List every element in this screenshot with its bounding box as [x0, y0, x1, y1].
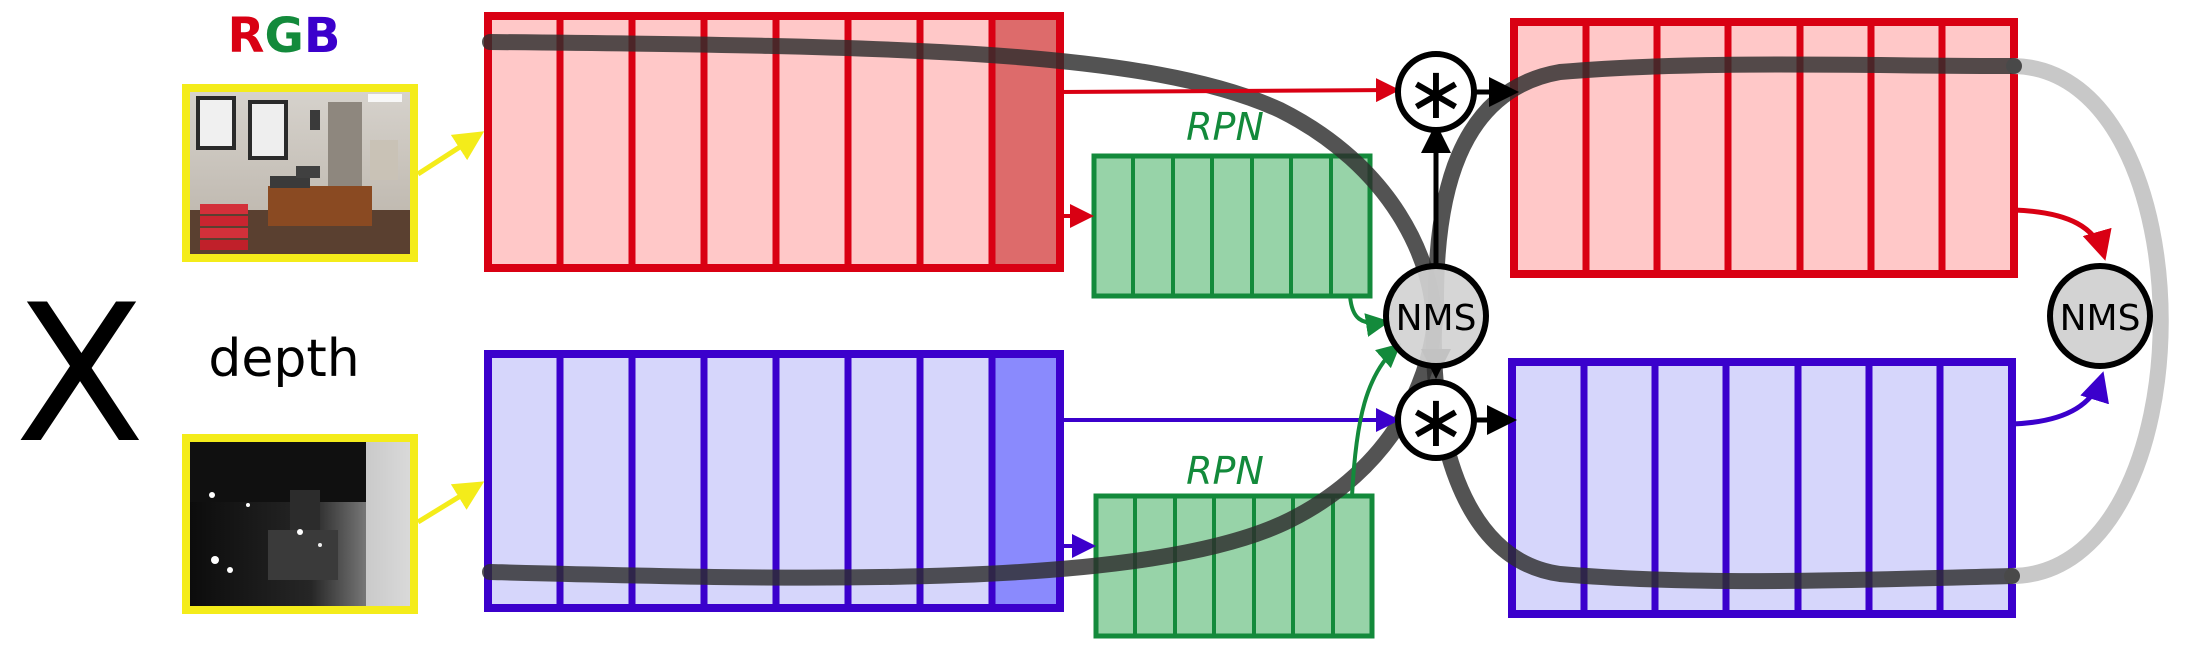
nms-right-node: NMS	[2047, 263, 2153, 369]
top-multiply-node: ∗	[1395, 51, 1477, 135]
nms-center-label: NMS	[1396, 298, 1477, 339]
rgb-backbone	[484, 12, 1064, 272]
multiply-icon: ∗	[1406, 379, 1466, 463]
rgb-head-to-nms-arrow	[2013, 207, 2112, 261]
rgb-title-b: B	[304, 8, 341, 64]
rpn-top-block	[1091, 153, 1373, 299]
depth-backbone	[484, 350, 1064, 612]
depth-input-image	[182, 434, 418, 614]
nms-center-node: NMS	[1383, 263, 1489, 369]
depth-label: depth	[208, 329, 359, 389]
x-label: X	[15, 264, 145, 485]
depth-input-arrow	[416, 481, 485, 525]
rpn-top-label: RPN	[1186, 105, 1264, 149]
rgb-to-mult-arrow	[1059, 78, 1400, 103]
bottom-multiply-node: ∗	[1395, 379, 1477, 463]
rpn-bottom-label: RPN	[1186, 449, 1264, 493]
multiply-icon: ∗	[1406, 51, 1466, 135]
rgb-title-r: R	[228, 8, 265, 64]
rgb-title-g: G	[264, 8, 303, 64]
depth-head-to-nms-arrow	[2011, 371, 2109, 427]
nms-right-label: NMS	[2060, 298, 2141, 339]
rpn-bottom-to-nms-arrow	[1350, 343, 1402, 497]
rgb-input-arrow	[416, 131, 485, 177]
rpn-top-to-nms-arrow	[1348, 295, 1390, 337]
rgb-title: RGB	[228, 8, 341, 64]
rgb-input-image	[182, 84, 418, 262]
head-return-path	[2004, 58, 2169, 584]
